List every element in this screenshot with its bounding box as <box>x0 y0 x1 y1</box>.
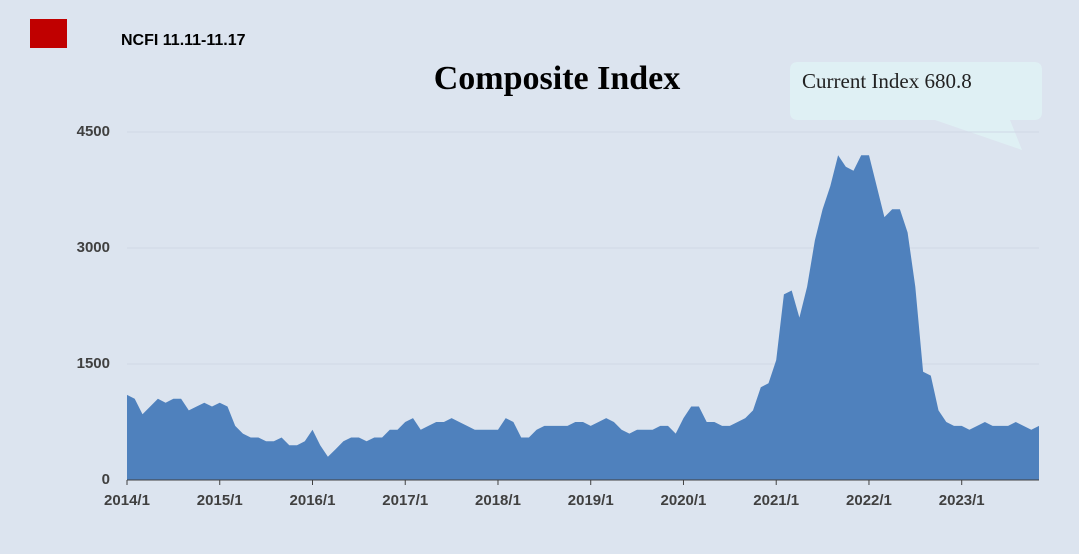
y-tick-label: 4500 <box>77 123 110 140</box>
y-tick-label: 0 <box>102 471 110 488</box>
x-tick-label: 2020/1 <box>661 492 707 509</box>
x-tick-label: 2014/1 <box>104 492 150 509</box>
x-tick-label: 2016/1 <box>290 492 336 509</box>
y-tick-label: 3000 <box>77 239 110 256</box>
annotation: Current Index 680.8 <box>802 69 972 93</box>
x-tick-label: 2015/1 <box>197 492 243 509</box>
x-tick-label: 2018/1 <box>475 492 521 509</box>
y-tick-label: 1500 <box>77 355 110 372</box>
x-tick-label: 2019/1 <box>568 492 614 509</box>
x-tick-label: 2017/1 <box>382 492 428 509</box>
x-tick-label: 2022/1 <box>846 492 892 509</box>
chart-title: Composite Index <box>434 60 681 97</box>
x-tick-label: 2021/1 <box>753 492 799 509</box>
area <box>127 155 1039 480</box>
header: NCFI 11.11-11.17 <box>121 32 246 49</box>
callout-box <box>790 62 1042 150</box>
x-tick-label: 2023/1 <box>939 492 985 509</box>
logo-block <box>30 19 67 48</box>
